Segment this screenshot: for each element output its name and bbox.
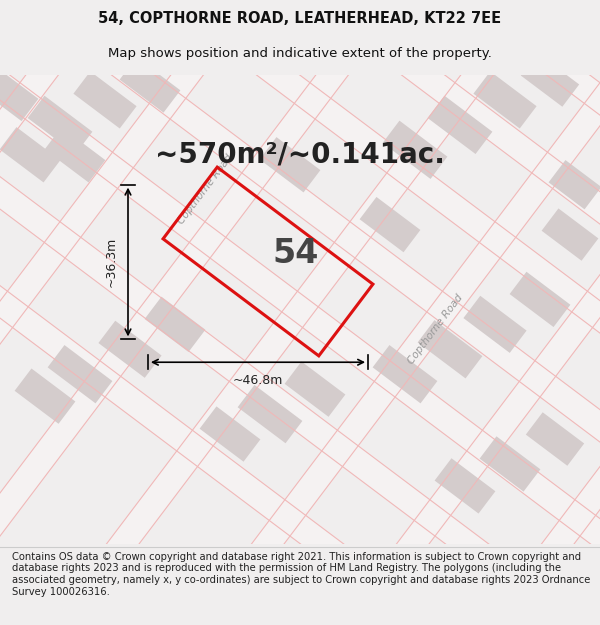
Polygon shape xyxy=(134,0,600,625)
Text: 54: 54 xyxy=(273,237,319,270)
Polygon shape xyxy=(359,197,421,252)
Text: Contains OS data © Crown copyright and database right 2021. This information is : Contains OS data © Crown copyright and d… xyxy=(12,552,590,597)
Polygon shape xyxy=(260,137,320,192)
Polygon shape xyxy=(0,0,321,625)
Polygon shape xyxy=(373,345,437,403)
Polygon shape xyxy=(0,0,562,620)
Polygon shape xyxy=(73,71,137,129)
Polygon shape xyxy=(526,412,584,466)
Polygon shape xyxy=(463,296,527,353)
Polygon shape xyxy=(145,297,205,352)
Polygon shape xyxy=(0,0,176,625)
Polygon shape xyxy=(0,69,38,121)
Polygon shape xyxy=(542,208,598,261)
Text: Copthorne Road: Copthorne Road xyxy=(406,292,464,366)
Polygon shape xyxy=(44,127,106,182)
Polygon shape xyxy=(284,361,346,417)
Polygon shape xyxy=(0,127,61,182)
Polygon shape xyxy=(279,0,600,625)
Polygon shape xyxy=(183,0,600,620)
Text: ~36.3m: ~36.3m xyxy=(105,237,118,287)
Polygon shape xyxy=(418,320,482,378)
Text: ~570m²/~0.141ac.: ~570m²/~0.141ac. xyxy=(155,141,445,169)
Polygon shape xyxy=(200,406,260,462)
Polygon shape xyxy=(473,0,600,620)
Polygon shape xyxy=(479,436,541,492)
Polygon shape xyxy=(119,58,181,112)
Polygon shape xyxy=(548,160,600,209)
Text: Copthorne Road: Copthorne Road xyxy=(176,153,235,226)
Text: ~46.8m: ~46.8m xyxy=(233,374,283,388)
Polygon shape xyxy=(38,0,600,620)
Polygon shape xyxy=(424,0,600,625)
Polygon shape xyxy=(428,96,493,154)
Polygon shape xyxy=(28,96,92,154)
Polygon shape xyxy=(0,0,466,625)
Text: Map shows position and indicative extent of the property.: Map shows position and indicative extent… xyxy=(108,48,492,61)
Polygon shape xyxy=(328,0,600,620)
Polygon shape xyxy=(47,345,112,403)
Polygon shape xyxy=(521,53,579,107)
Polygon shape xyxy=(98,321,161,378)
Polygon shape xyxy=(509,272,571,327)
Polygon shape xyxy=(434,458,496,514)
Polygon shape xyxy=(569,0,600,625)
Polygon shape xyxy=(0,0,417,620)
Polygon shape xyxy=(14,369,76,424)
Polygon shape xyxy=(383,121,448,179)
Polygon shape xyxy=(238,385,302,443)
Polygon shape xyxy=(473,71,536,129)
Text: 54, COPTHORNE ROAD, LEATHERHEAD, KT22 7EE: 54, COPTHORNE ROAD, LEATHERHEAD, KT22 7E… xyxy=(98,11,502,26)
